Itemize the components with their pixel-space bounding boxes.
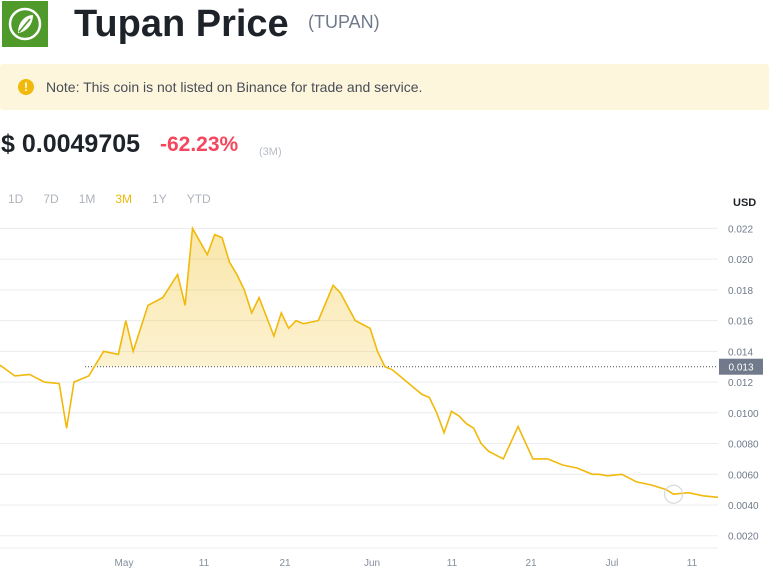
page-title: Tupan Price — [74, 3, 289, 45]
svg-text:0.013: 0.013 — [728, 363, 753, 374]
timeframe-tabs: 1D 7D 1M 3M 1Y YTD — [8, 192, 231, 206]
x-tick-label: 21 — [279, 558, 291, 569]
note-banner: ! Note: This coin is not listed on Binan… — [0, 64, 769, 110]
tab-3m[interactable]: 3M — [115, 192, 133, 206]
tab-ytd[interactable]: YTD — [186, 192, 211, 206]
y-tick-label: 0.020 — [728, 255, 753, 266]
price-area — [0, 228, 718, 367]
y-tick-label: 0.0080 — [728, 440, 759, 451]
tab-7d[interactable]: 7D — [43, 192, 59, 206]
price-change: -62.23% — [160, 133, 239, 156]
tab-1d[interactable]: 1D — [8, 192, 24, 206]
leaf-icon — [8, 7, 42, 41]
x-tick-label: 11 — [687, 558, 698, 569]
price-chart[interactable]: 0.022 0.020 0.018 0.016 0.014 0.012 0.0100 0.00… — [0, 210, 783, 575]
y-tick-label: 0.014 — [728, 347, 753, 358]
y-tick-label: 0.0020 — [728, 532, 759, 543]
y-tick-label: 0.0040 — [728, 501, 759, 512]
y-tick-label: 0.016 — [728, 317, 753, 328]
y-tick-label: 0.0060 — [728, 470, 759, 481]
coin-logo — [2, 1, 48, 47]
current-price: $ 0.0049705 — [1, 130, 141, 158]
reference-price-tag: 0.013 — [719, 358, 763, 375]
current-point-marker — [663, 484, 684, 504]
x-tick-label: Jun — [364, 558, 380, 569]
y-tick-label: 0.012 — [728, 378, 753, 389]
x-tick-label: Jul — [606, 558, 619, 569]
x-tick-label: 11 — [447, 558, 458, 569]
y-axis-unit: USD — [733, 197, 757, 209]
price-line — [0, 225, 719, 499]
x-tick-label: 21 — [525, 558, 537, 569]
y-tick-label: 0.0100 — [728, 409, 759, 420]
tab-1y[interactable]: 1Y — [152, 192, 167, 206]
change-period: (3M) — [259, 146, 282, 158]
note-text: Note: This coin is not listed on Binance… — [46, 79, 423, 95]
y-tick-label: 0.018 — [728, 286, 753, 297]
chart-grid — [0, 227, 718, 549]
y-axis: 0.022 0.020 0.018 0.016 0.014 0.012 0.0100 0.00… — [728, 224, 759, 542]
x-tick-label: May — [115, 558, 134, 569]
x-axis: May 11 21 Jun 11 21 Jul 11 — [115, 558, 698, 569]
coin-ticker: (TUPAN) — [308, 12, 380, 32]
warning-icon: ! — [18, 79, 34, 95]
x-tick-label: 11 — [199, 558, 210, 569]
tab-1m[interactable]: 1M — [78, 192, 96, 206]
y-tick-label: 0.022 — [728, 224, 753, 235]
